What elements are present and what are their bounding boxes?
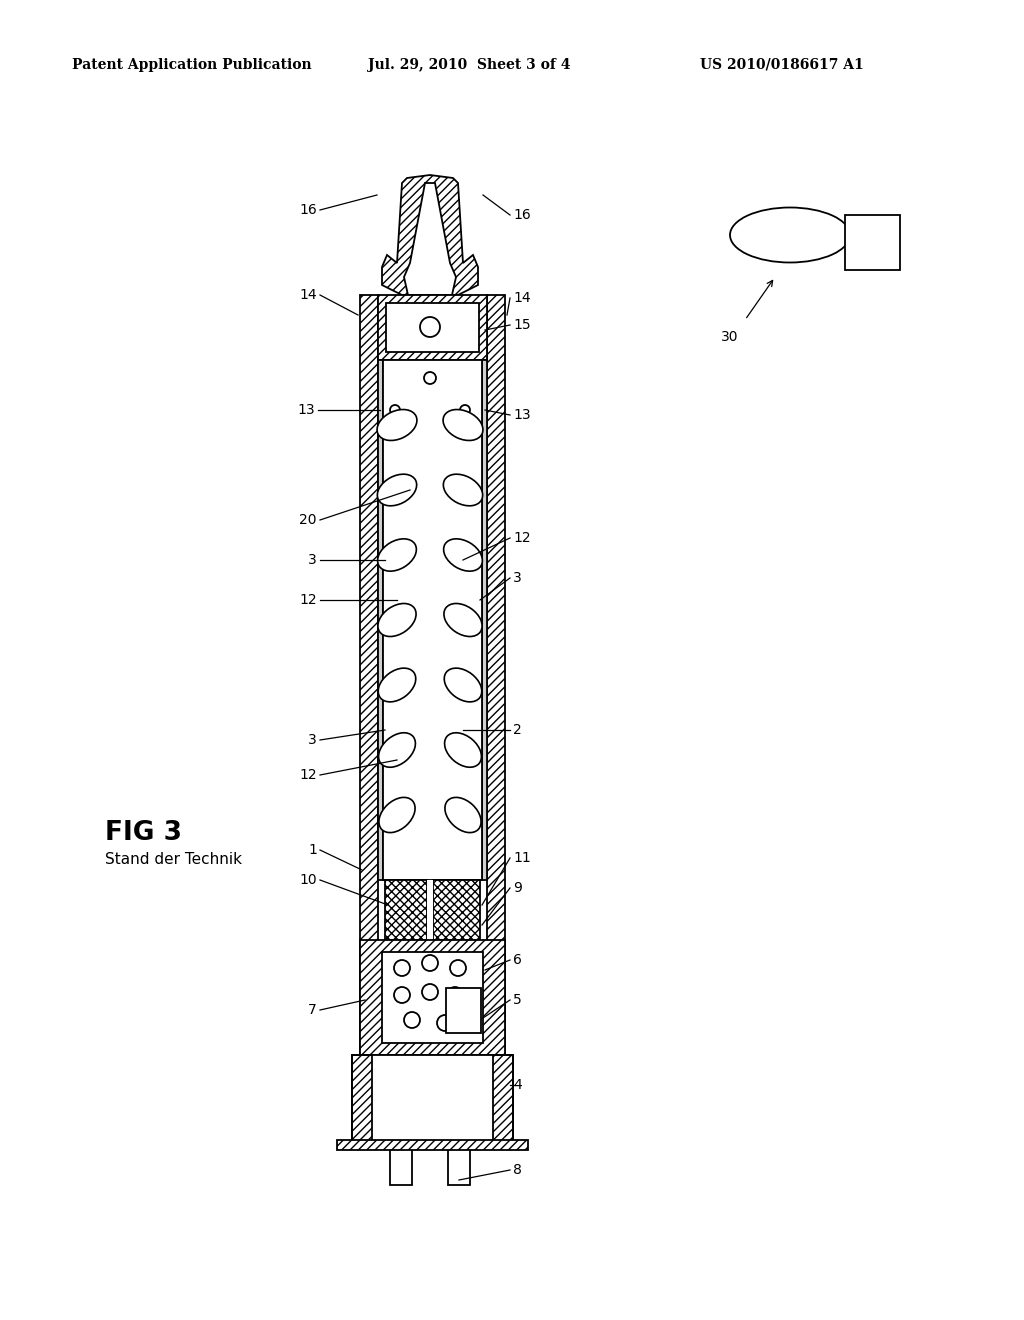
Circle shape [424, 372, 436, 384]
Ellipse shape [444, 668, 481, 702]
Text: 14: 14 [513, 290, 530, 305]
Text: Jul. 29, 2010  Sheet 3 of 4: Jul. 29, 2010 Sheet 3 of 4 [368, 58, 570, 73]
Text: 5: 5 [513, 993, 522, 1007]
Text: 11: 11 [513, 851, 530, 865]
Circle shape [460, 405, 470, 414]
Circle shape [437, 1015, 453, 1031]
Circle shape [394, 960, 410, 975]
Bar [390, 1144, 412, 1185]
Bar [378, 294, 487, 360]
Bar [482, 360, 487, 880]
Text: 13: 13 [297, 403, 315, 417]
Text: 8: 8 [513, 1163, 522, 1177]
Circle shape [404, 1012, 420, 1028]
Text: 3: 3 [308, 733, 317, 747]
Polygon shape [404, 183, 456, 294]
Polygon shape [382, 176, 478, 294]
Text: 13: 13 [513, 408, 530, 422]
Circle shape [394, 987, 410, 1003]
Circle shape [450, 960, 466, 975]
Text: 1: 1 [308, 843, 317, 857]
Bar [385, 880, 427, 940]
Bar [427, 880, 433, 940]
Text: 10: 10 [299, 873, 317, 887]
Ellipse shape [443, 474, 482, 506]
Bar [352, 1055, 513, 1144]
Circle shape [447, 987, 463, 1003]
Bar [433, 880, 480, 940]
Text: 12: 12 [299, 593, 317, 607]
Text: 6: 6 [513, 953, 522, 968]
Bar [493, 1055, 513, 1144]
Bar [449, 1144, 470, 1185]
Bar [352, 1055, 372, 1144]
Ellipse shape [444, 797, 481, 833]
Bar [493, 1055, 513, 1144]
Ellipse shape [444, 603, 482, 636]
Circle shape [422, 983, 438, 1001]
Ellipse shape [377, 409, 417, 441]
Ellipse shape [443, 539, 482, 572]
Bar [360, 940, 505, 1055]
Text: 3: 3 [513, 572, 522, 585]
Ellipse shape [443, 409, 483, 441]
Bar [385, 880, 427, 940]
Bar [337, 1140, 528, 1150]
Circle shape [420, 317, 440, 337]
Bar [337, 1140, 528, 1150]
Text: 3: 3 [308, 553, 317, 568]
Bar [360, 940, 505, 1055]
Text: 20: 20 [299, 513, 317, 527]
Bar [487, 294, 505, 1055]
Bar [383, 360, 482, 880]
Text: 2: 2 [513, 723, 522, 737]
Ellipse shape [378, 603, 416, 636]
Text: 12: 12 [299, 768, 317, 781]
Text: 16: 16 [299, 203, 317, 216]
Text: FIG 3: FIG 3 [105, 820, 182, 846]
Bar [360, 294, 378, 1055]
Bar [378, 294, 487, 360]
Ellipse shape [444, 733, 481, 767]
Text: 9: 9 [513, 880, 522, 895]
Bar [352, 1055, 372, 1144]
Text: 7: 7 [308, 1003, 317, 1016]
Ellipse shape [378, 668, 416, 702]
Bar [487, 294, 505, 1055]
Bar [845, 215, 900, 271]
Circle shape [390, 405, 400, 414]
Ellipse shape [378, 539, 417, 572]
Bar [378, 360, 383, 880]
Text: US 2010/0186617 A1: US 2010/0186617 A1 [700, 58, 864, 73]
Text: 14: 14 [299, 288, 317, 302]
Text: 15: 15 [513, 318, 530, 333]
Ellipse shape [379, 797, 415, 833]
Bar [446, 987, 481, 1034]
Bar [382, 952, 483, 1043]
Text: 30: 30 [721, 330, 738, 345]
Circle shape [422, 954, 438, 972]
Bar [360, 294, 378, 1055]
Bar [433, 880, 480, 940]
Text: Patent Application Publication: Patent Application Publication [72, 58, 311, 73]
Text: 12: 12 [513, 531, 530, 545]
Text: Stand der Technik: Stand der Technik [105, 851, 242, 867]
Ellipse shape [377, 474, 417, 506]
Bar [386, 304, 479, 352]
Text: 16: 16 [513, 209, 530, 222]
Ellipse shape [379, 733, 416, 767]
Ellipse shape [730, 207, 850, 263]
Text: 4: 4 [513, 1078, 522, 1092]
